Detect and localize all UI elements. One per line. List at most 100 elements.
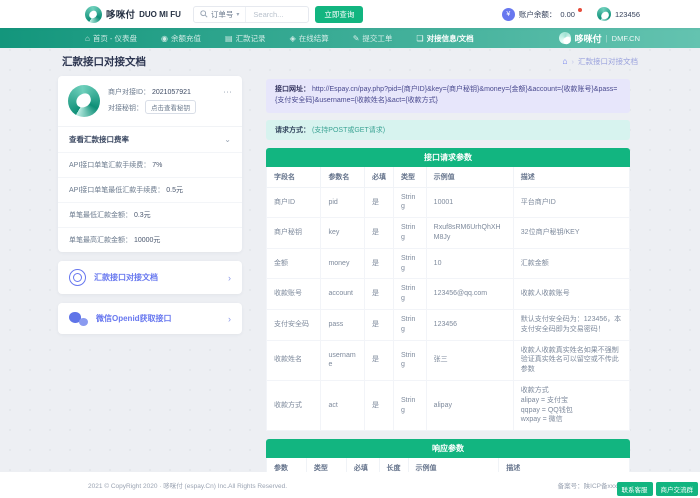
brand-logo-icon <box>85 5 102 23</box>
fee-row: API接口单笔汇款手续费： 7% <box>58 152 242 177</box>
chat-bubbles-icon <box>69 311 88 326</box>
fee-label: 单笔最低汇款金额： <box>69 212 132 219</box>
table-cell: 是 <box>363 309 395 341</box>
table-cell: 10 <box>425 247 514 280</box>
brand-subtitle: DUO MI FU <box>139 9 181 19</box>
nav-item-recharge[interactable]: ◉ 余额充值 <box>161 33 201 44</box>
table-cell: 是 <box>363 380 395 432</box>
page-title: 汇款接口对接文档 <box>62 55 146 68</box>
table-header-row: 字段名 参数名 必填 类型 示例值 描述 <box>265 166 631 188</box>
search-icon <box>200 10 208 18</box>
balance-coin-icon: ¥ <box>501 7 515 21</box>
fee-label: API接口单笔最低汇款手续费： <box>69 187 165 194</box>
table-cell: 收款账号 <box>265 278 322 311</box>
column-header: 类型 <box>393 166 427 188</box>
breadcrumb-current: 汇款接口对接文档 <box>578 56 638 66</box>
nav-brand-domain: DMF.CN <box>611 33 640 43</box>
column-header: 参数名 <box>320 166 365 188</box>
fee-label: 单笔最高汇款金额： <box>69 237 132 244</box>
request-method-value: (支持POST或GET请求) <box>311 126 386 134</box>
more-options-icon[interactable]: ⋯ <box>223 87 232 97</box>
table-cell: String <box>393 247 427 280</box>
recharge-icon: ◉ <box>161 33 168 43</box>
nav-item-docs[interactable]: ❏ 对接信息/文档 <box>416 33 473 44</box>
table-cell: String <box>393 186 427 219</box>
fee-value: 0.3元 <box>133 212 151 219</box>
openid-link-label: 微信Openid获取接口 <box>96 314 172 323</box>
merchant-id-row: 商户对接ID： 2021057921 <box>108 87 215 100</box>
table-cell: 张三 <box>425 339 514 382</box>
search-submit-button[interactable]: 立即查询 <box>315 5 364 23</box>
search-input[interactable] <box>246 9 309 19</box>
column-header: 示例值 <box>425 166 514 188</box>
settlement-icon: ◈ <box>289 33 296 43</box>
doc-link-label: 汇款接口对接文档 <box>94 273 158 282</box>
table-cell: 汇款金额 <box>512 247 631 280</box>
account-balance[interactable]: ¥ 账户余额： 0.00 <box>501 7 583 21</box>
doc-main: 接口网址： http://Espay.cn/pay.php?pid={商户ID}… <box>265 76 631 472</box>
brand-logo[interactable]: 哆咪付 DUO MI FU <box>85 5 181 23</box>
nav-item-dashboard[interactable]: ⌂ 首页 - 仪表盘 <box>85 33 137 44</box>
merchant-key-label: 对接秘钥： <box>108 104 143 112</box>
table-cell: 收款姓名 <box>265 339 322 382</box>
table-cell: 10001 <box>425 186 514 219</box>
home-icon: ⌂ <box>85 33 90 43</box>
table-cell: String <box>393 380 427 432</box>
table-cell: 默认支付安全码为：123456，本支付安全码即为交易密码！ <box>512 309 631 341</box>
doc-link-card[interactable]: 汇款接口对接文档 › <box>58 261 242 294</box>
fee-row: 单笔最高汇款金额： 10000元 <box>58 227 242 252</box>
request-params-title: 接口请求参数 <box>266 147 630 167</box>
document-badge-icon <box>69 269 86 286</box>
merchant-avatar <box>68 85 100 117</box>
table-row: 商户ID pid 是 String 10001 平台商户ID <box>265 186 631 219</box>
table-cell: 收款人收款真实姓名如果不强制验证真实姓名可以留空或不传此参数 <box>512 339 631 382</box>
table-cell: username <box>320 339 365 382</box>
fee-value: 7% <box>152 162 163 169</box>
table-cell: 是 <box>363 278 395 311</box>
table-cell: 是 <box>363 339 395 382</box>
merchant-group-button[interactable]: 商户交流群 <box>655 482 698 496</box>
table-cell: 支付安全码 <box>265 309 322 341</box>
nav-label: 在线结算 <box>298 33 329 43</box>
view-secret-key-button[interactable]: 点击查看秘钥 <box>144 99 196 114</box>
column-header: 描述 <box>498 458 630 472</box>
records-icon: ▤ <box>225 33 233 43</box>
openid-link-card[interactable]: 微信Openid获取接口 › <box>58 303 242 334</box>
table-cell: 32位商户秘钥/KEY <box>512 217 631 249</box>
table-row: 支付安全码 pass 是 String 123456 默认支付安全码为：123456，本支… <box>265 309 631 341</box>
rate-toggle-label: 查看汇款接口费率 <box>69 135 129 144</box>
footer: 2021 © CopyRight 2020 · 哆咪付 (espay.Cn) I… <box>0 472 700 498</box>
request-method-label: 请求方式： <box>275 126 310 134</box>
chevron-down-icon: ⌄ <box>224 135 231 144</box>
column-header: 必填 <box>363 166 395 188</box>
nav-brand-separator: | <box>605 33 608 43</box>
nav-item-ticket[interactable]: ✎ 提交工单 <box>353 33 393 44</box>
home-icon[interactable]: ⌂ <box>562 56 568 66</box>
search-type-select[interactable]: 订单号 ▾ <box>194 6 247 22</box>
contact-service-button[interactable]: 联系客服 <box>616 482 653 496</box>
table-cell: String <box>393 278 427 311</box>
nav-item-settlement[interactable]: ◈ 在线结算 <box>290 33 329 44</box>
nav-item-records[interactable]: ▤ 汇款记录 <box>225 33 266 44</box>
ticket-icon: ✎ <box>352 33 360 43</box>
fee-row: 单笔最低汇款金额： 0.3元 <box>58 202 242 227</box>
merchant-key-row: 对接秘钥： 点击查看秘钥 <box>108 99 215 116</box>
table-cell: money <box>320 247 365 280</box>
table-row: 金额 money 是 String 10 汇款金额 <box>265 247 631 280</box>
response-params-table: 参数类型必填长度示例值描述codeInt是11布尔值 1=成功 0=失败msgS… <box>266 458 630 472</box>
breadcrumb-separator: › <box>571 56 575 66</box>
copyright-text: 2021 © CopyRight 2020 · 哆咪付 (espay.Cn) I… <box>88 483 288 490</box>
breadcrumb: ⌂ › 汇款接口对接文档 <box>562 56 638 67</box>
search-box: 订单号 ▾ <box>192 5 310 23</box>
fee-value: 10000元 <box>133 237 161 244</box>
table-cell: 是 <box>363 186 395 219</box>
nav-label: 余额充值 <box>171 33 201 43</box>
table-cell: 收款人收款账号 <box>512 278 631 311</box>
table-cell: String <box>393 339 427 382</box>
column-header: 描述 <box>512 166 631 188</box>
rate-toggle[interactable]: 查看汇款接口费率 ⌄ <box>58 127 242 152</box>
user-menu[interactable]: 123456 <box>596 7 640 21</box>
nav-label: 提交工单 <box>362 33 393 43</box>
table-row: 收款姓名 username 是 String 张三 收款人收款真实姓名如果不强制验证真实姓… <box>265 339 631 382</box>
